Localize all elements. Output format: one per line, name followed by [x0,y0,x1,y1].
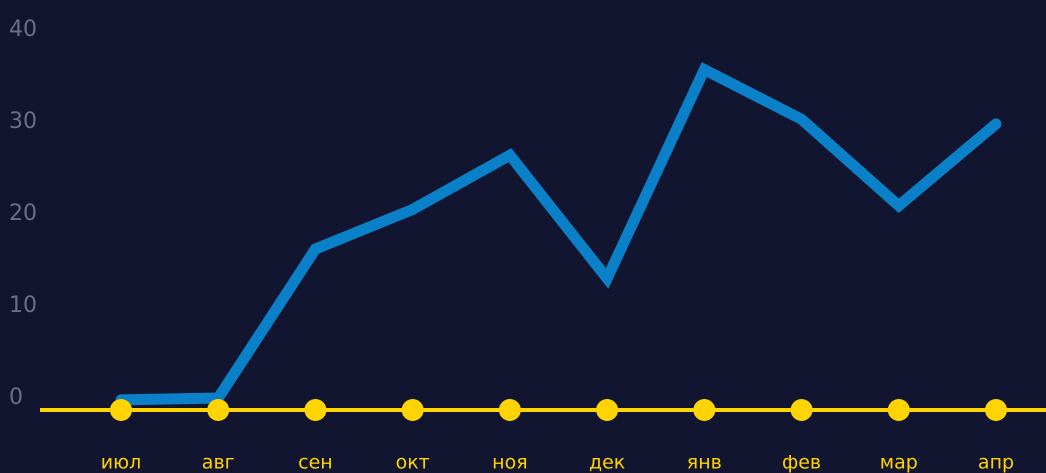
point [596,399,619,421]
point [790,399,813,421]
x-tick-label: окт [396,452,430,473]
x-tick-label: апр [978,452,1014,473]
y-tick-label: 0 [9,385,23,410]
point [110,399,132,421]
y-tick-label: 10 [9,293,37,318]
x-tick-label: ноя [492,452,527,473]
point [693,399,716,421]
x-tick-label: авг [202,452,235,473]
x-tick-label: фев [782,452,821,473]
x-tick-label: июл [101,452,142,473]
point [304,399,327,421]
y-tick-label: 30 [9,109,37,134]
y-tick-label: 40 [9,17,37,42]
point [401,399,424,421]
x-tick-label: янв [687,452,722,473]
point [207,399,230,421]
x-tick-label: мар [880,452,918,473]
x-tick-label: дек [589,452,625,473]
y-tick-label: 20 [9,201,37,226]
point [498,399,521,421]
point [887,399,910,421]
x-tick-label: сен [298,452,333,473]
line [115,62,1002,406]
point [985,399,1007,421]
